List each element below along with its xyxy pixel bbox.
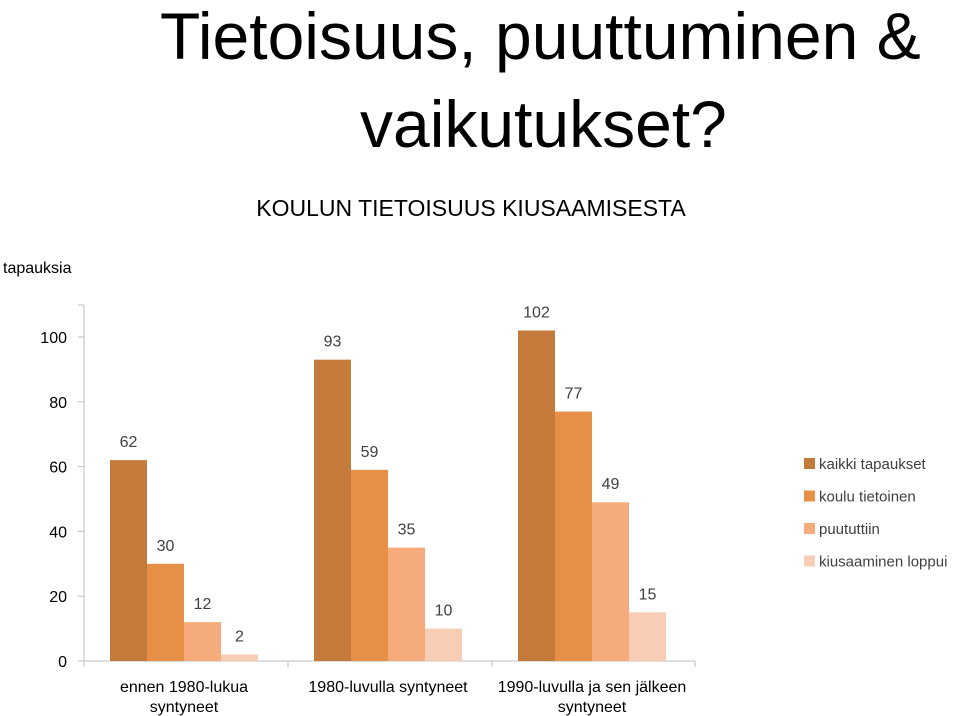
bar (221, 654, 258, 661)
x-tick-label-line: 1980-luvulla syntyneet (308, 679, 468, 696)
data-label: 93 (324, 334, 342, 351)
bar (184, 622, 221, 661)
bar (388, 547, 425, 661)
legend-swatch (804, 555, 815, 567)
chart-title: KOULUN TIETOISUUS KIUSAAMISESTA (256, 195, 686, 221)
bar (314, 359, 351, 661)
bar (147, 563, 184, 661)
bar (592, 502, 629, 661)
data-label: 102 (523, 305, 550, 322)
data-label: 2 (235, 629, 244, 646)
bar (629, 612, 666, 661)
bar (425, 628, 462, 661)
bar (518, 330, 555, 661)
y-axis-label: tapauksia (3, 260, 72, 277)
y-tick-label: 80 (49, 395, 67, 412)
y-tick-label: 0 (58, 654, 67, 671)
legend-swatch (804, 458, 815, 469)
y-tick-label: 40 (49, 524, 67, 541)
legend: kaikki tapaukset koulu tietoinen puututtii… (804, 456, 947, 571)
data-label: 59 (361, 444, 379, 461)
data-label: 15 (639, 586, 657, 603)
axes: 0 20 40 60 80 100 ennen 1980-lukua syntyneet 198… (40, 304, 696, 716)
data-label: 35 (398, 522, 416, 539)
data-label: 49 (602, 476, 620, 493)
bar (110, 460, 147, 661)
x-tick-label: ennen 1980-lukua syntyneet (120, 679, 248, 716)
data-label: 12 (194, 596, 212, 613)
x-tick-label-line: syntyneet (150, 699, 219, 716)
page-title: Tietoisuus, puuttuminen & vaikutukset? (160, 0, 960, 168)
data-label: 10 (435, 603, 453, 620)
x-tick-label: 1980-luvulla syntyneet (308, 679, 468, 696)
legend-swatch (804, 523, 815, 534)
legend-label: kaikki tapaukset (819, 456, 927, 473)
bars: 62 93 102 30 59 77 12 35 49 2 10 15 (110, 305, 666, 661)
y-tick-label: 100 (40, 330, 67, 347)
x-tick-label-line: syntyneet (558, 699, 627, 716)
page-title-line-2: vaikutukset? (360, 87, 727, 161)
data-label: 30 (157, 538, 175, 555)
y-tick-label: 60 (49, 460, 67, 477)
page-title-line-1: Tietoisuus, puuttuminen & (160, 0, 921, 73)
data-label: 62 (120, 434, 138, 451)
data-label: 77 (565, 386, 583, 403)
x-tick-label: 1990-luvulla ja sen jälkeen syntyneet (498, 679, 687, 716)
legend-swatch (804, 490, 815, 502)
bar (351, 469, 388, 661)
x-tick-label-line: ennen 1980-lukua (120, 679, 248, 696)
y-tick-label: 20 (49, 589, 67, 606)
legend-label: kiusaaminen loppui (819, 554, 947, 571)
legend-label: puututtiin (819, 521, 880, 538)
bar (555, 411, 592, 661)
legend-label: koulu tietoinen (819, 489, 916, 506)
x-tick-label-line: 1990-luvulla ja sen jälkeen (498, 679, 687, 696)
